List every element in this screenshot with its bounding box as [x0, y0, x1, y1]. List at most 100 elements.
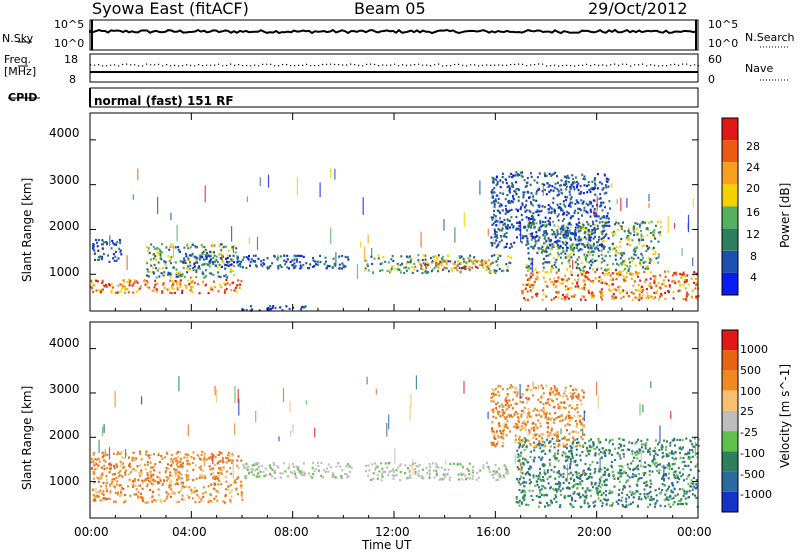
velocity-cell	[558, 485, 561, 488]
power-cell	[146, 268, 149, 271]
velocity-cell	[547, 504, 550, 507]
velocity-cell	[644, 447, 647, 450]
velocity-cell	[544, 452, 547, 455]
velocity-colorbar-swatch	[722, 370, 738, 391]
velocity-cell	[179, 460, 182, 463]
velocity-cell	[604, 498, 607, 501]
velocity-cell	[144, 478, 147, 482]
power-cell	[119, 250, 122, 253]
velocity-cell	[676, 475, 679, 478]
velocity-cell	[686, 490, 689, 493]
power-cell	[193, 255, 196, 258]
velocity-cell	[563, 465, 566, 468]
velocity-cell	[510, 403, 513, 407]
velocity-cell	[684, 453, 687, 456]
velocity-cell	[660, 446, 663, 449]
power-cell	[614, 258, 617, 261]
velocity-cell	[565, 395, 568, 398]
power-cell	[558, 184, 561, 187]
velocity-cell	[173, 468, 176, 471]
velocity-cell	[609, 439, 612, 442]
power-cell	[241, 266, 244, 269]
velocity-cell	[93, 498, 96, 501]
velocity-cell	[428, 470, 431, 473]
velocity-cell	[546, 418, 549, 421]
velocity-cell	[227, 458, 230, 461]
power-cell	[617, 286, 620, 289]
velocity-cell	[381, 473, 383, 476]
velocity-streak	[596, 381, 598, 396]
power-cell	[652, 253, 655, 256]
power-cell	[562, 213, 565, 216]
velocity-cell	[683, 489, 686, 493]
power-cell	[510, 176, 513, 179]
velocity-cell	[331, 476, 334, 479]
power-cell	[571, 243, 574, 246]
velocity-cell	[535, 444, 538, 447]
velocity-cell	[138, 450, 141, 453]
power-cell	[588, 291, 590, 294]
power-cell	[196, 261, 199, 264]
power-cell	[519, 222, 521, 225]
power-cell	[553, 263, 556, 266]
velocity-cell	[297, 468, 300, 471]
power-cell	[417, 254, 420, 257]
power-cell	[92, 247, 94, 250]
power-cell	[122, 279, 125, 282]
velocity-cell	[370, 478, 373, 481]
velocity-cell	[669, 505, 672, 508]
velocity-cell	[446, 473, 449, 476]
velocity-cell	[177, 465, 180, 469]
velocity-cell	[140, 458, 143, 461]
velocity-cell	[649, 490, 652, 493]
velocity-cell	[109, 492, 112, 495]
velocity-cell	[540, 435, 542, 438]
power-cell	[309, 263, 312, 266]
power-cell	[559, 227, 562, 230]
power-cell	[601, 291, 604, 294]
velocity-cell	[691, 488, 694, 491]
power-cell	[572, 247, 575, 250]
velocity-cell	[515, 402, 518, 405]
velocity-cell	[554, 393, 557, 396]
power-cell	[590, 247, 593, 250]
velocity-cell	[178, 471, 181, 474]
power-cell	[209, 258, 212, 261]
power-cell	[510, 242, 513, 246]
velocity-cell	[543, 412, 546, 415]
power-cell	[326, 267, 328, 270]
power-cell	[529, 289, 532, 292]
power-cell	[592, 223, 595, 226]
velocity-cell	[490, 400, 493, 403]
velocity-cell	[619, 472, 622, 475]
velocity-cell	[501, 409, 504, 412]
velocity-cell	[501, 444, 504, 448]
velocity-cell	[539, 495, 541, 498]
velocity-cell	[158, 493, 161, 497]
velocity-cell	[547, 417, 550, 420]
velocity-cell	[579, 505, 582, 508]
velocity-cell	[533, 445, 536, 448]
velocity-cell	[552, 434, 555, 437]
velocity-streak	[659, 425, 661, 442]
velocity-cell	[670, 490, 673, 493]
power-streak	[176, 224, 178, 242]
power-cell	[498, 229, 501, 232]
power-cell	[503, 218, 506, 221]
power-cell	[325, 260, 327, 263]
power-cell	[499, 186, 502, 189]
power-cell	[601, 271, 604, 274]
velocity-cell	[491, 421, 494, 424]
power-cell	[101, 255, 104, 258]
power-cell	[574, 226, 577, 229]
power-cb-16: 16	[746, 206, 760, 219]
velocity-cell	[695, 496, 698, 499]
power-cell	[157, 253, 160, 256]
velocity-cell	[652, 459, 655, 462]
power-cell	[188, 258, 191, 261]
power-cell	[231, 245, 234, 248]
velocity-cell	[611, 453, 613, 456]
power-cell	[583, 206, 586, 209]
power-cell	[529, 201, 532, 204]
power-cell	[521, 171, 524, 174]
